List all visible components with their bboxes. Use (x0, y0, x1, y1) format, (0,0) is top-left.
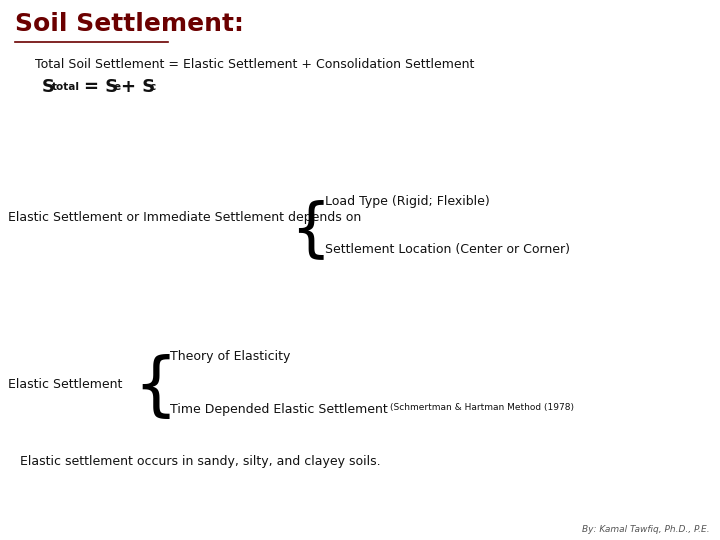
Text: = S: = S (84, 78, 118, 96)
Text: S: S (42, 78, 55, 96)
Text: Elastic settlement occurs in sandy, silty, and clayey soils.: Elastic settlement occurs in sandy, silt… (20, 455, 381, 468)
Text: Load Type (Rigid; Flexible): Load Type (Rigid; Flexible) (325, 195, 490, 208)
Text: + S: + S (121, 78, 156, 96)
Text: Theory of Elasticity: Theory of Elasticity (170, 350, 290, 363)
Text: Total Soil Settlement = Elastic Settlement + Consolidation Settlement: Total Soil Settlement = Elastic Settleme… (35, 58, 474, 71)
Text: {: { (133, 354, 177, 421)
Text: (Schmertman & Hartman Method (1978): (Schmertman & Hartman Method (1978) (390, 403, 574, 412)
Text: c: c (149, 82, 156, 92)
Text: Time Depended Elastic Settlement: Time Depended Elastic Settlement (170, 403, 388, 416)
Text: Settlement Location (Center or Corner): Settlement Location (Center or Corner) (325, 243, 570, 256)
Text: {: { (289, 199, 330, 261)
Text: Elastic Settlement or Immediate Settlement depends on: Elastic Settlement or Immediate Settleme… (8, 212, 361, 225)
Text: By: Kamal Tawfiq, Ph.D., P.E.: By: Kamal Tawfiq, Ph.D., P.E. (582, 525, 710, 534)
Text: Soil Settlement:: Soil Settlement: (15, 12, 244, 36)
Text: total: total (52, 82, 80, 92)
Text: e: e (114, 82, 121, 92)
Text: Elastic Settlement: Elastic Settlement (8, 379, 122, 392)
